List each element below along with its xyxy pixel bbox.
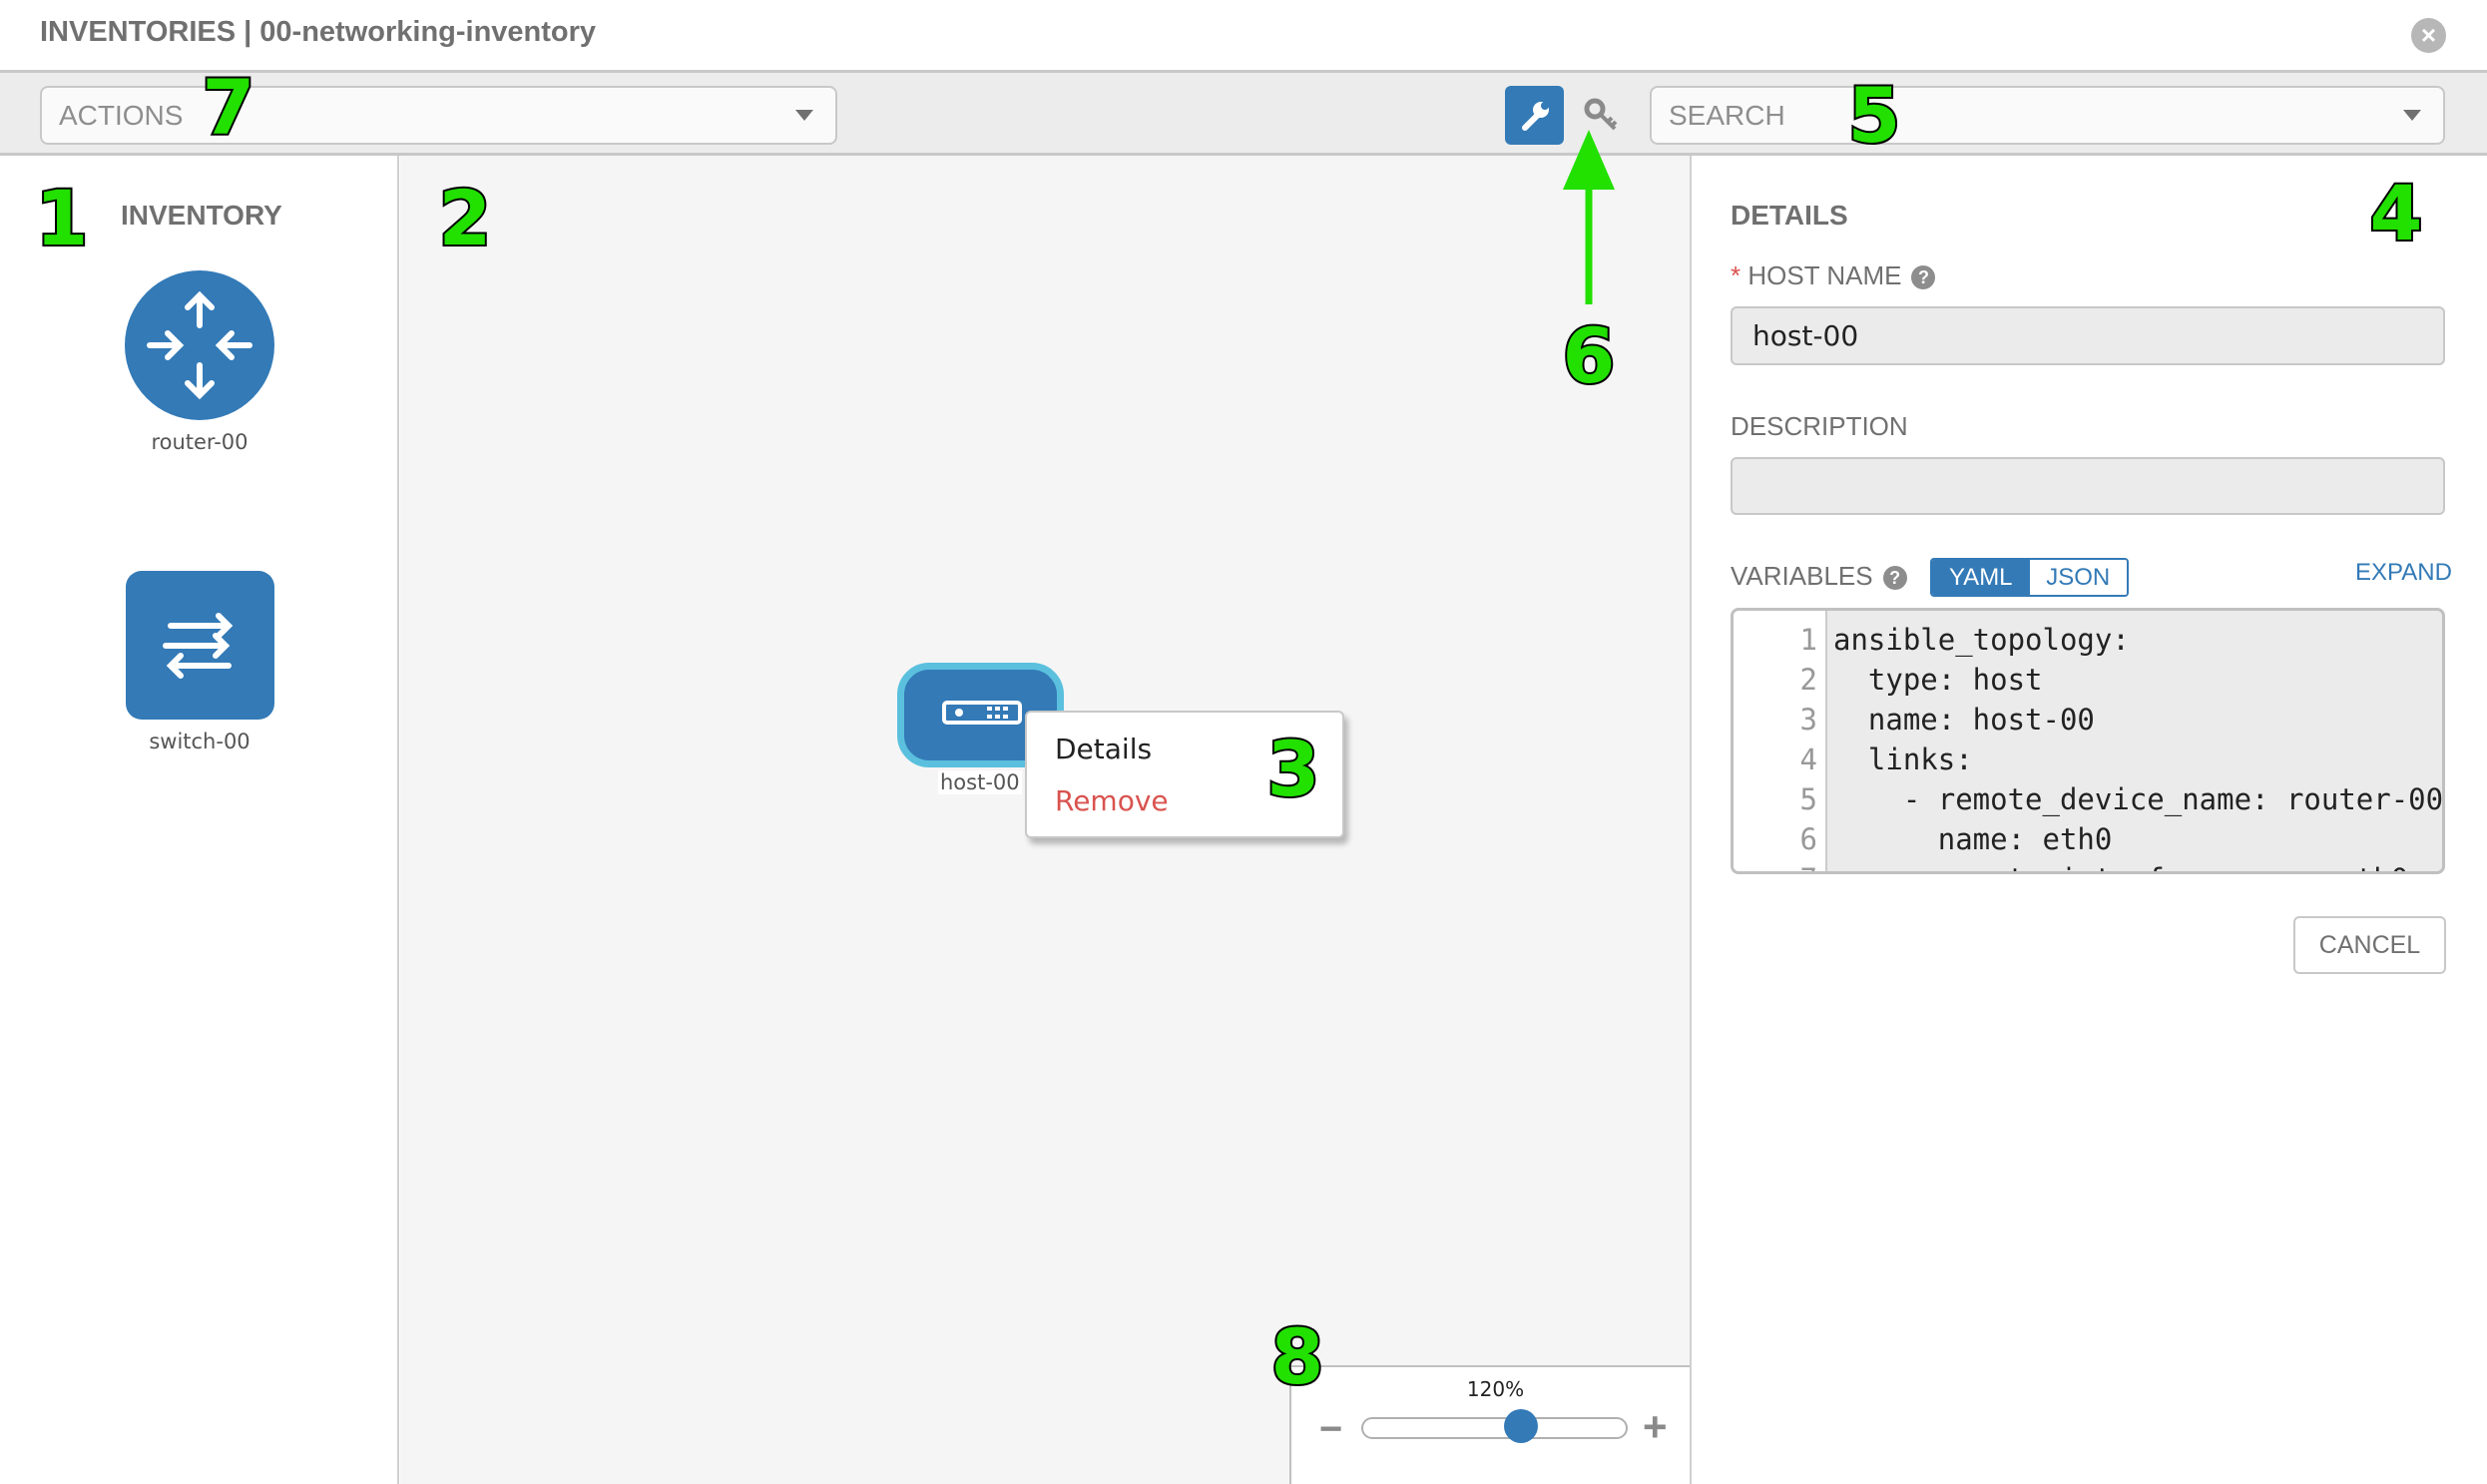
description-label: DESCRIPTION [1731, 411, 1908, 441]
inventory-panel: INVENTORY router-00 switch-00 [0, 156, 399, 1484]
router-item[interactable] [125, 270, 274, 420]
json-toggle[interactable]: JSON [2029, 560, 2127, 595]
yaml-toggle[interactable]: YAML [1932, 560, 2030, 595]
host-name-text: HOST NAME [1747, 260, 1902, 290]
switch-item[interactable] [126, 571, 274, 720]
chevron-down-icon [795, 110, 813, 121]
line-number: 1 [1799, 623, 1817, 657]
line-number: 6 [1799, 822, 1817, 856]
annotation-8: 8 [1269, 1312, 1326, 1401]
code-line: - remote_device_name: router-00 [1833, 782, 2444, 816]
line-number: 2 [1799, 663, 1817, 697]
help-icon[interactable]: ? [1911, 265, 1936, 290]
annotation-7: 7 [201, 63, 257, 152]
annotation-arrow [1563, 130, 1615, 304]
line-number: 5 [1799, 782, 1817, 816]
search-placeholder: SEARCH [1669, 100, 1785, 131]
actions-placeholder: ACTIONS [59, 100, 184, 131]
host-name-input[interactable] [1731, 306, 2445, 365]
annotation-4: 4 [2368, 169, 2425, 257]
zoom-in-icon[interactable]: + [1643, 1403, 1668, 1450]
page-title: INVENTORIES | 00-networking-inventory [40, 16, 597, 48]
variables-editor[interactable]: 1 2 3 4 5 6 7 ansible_topology: type: host nam… [1731, 608, 2445, 874]
wrench-icon [1522, 102, 1549, 131]
host-name-label: * HOST NAME? [1731, 260, 1936, 291]
annotation-6: 6 [1561, 311, 1618, 400]
details-title: DETAILS [1731, 200, 1848, 231]
annotation-1: 1 [34, 174, 91, 262]
switch-label: switch-00 [149, 730, 250, 753]
toolbar: ACTIONS SEARCH [0, 73, 2487, 156]
format-toggle: YAML JSON [1930, 558, 2129, 597]
code-line: links: [1833, 742, 1973, 776]
annotation-3: 3 [1265, 725, 1322, 813]
zoom-slider[interactable] [1361, 1417, 1628, 1439]
key-icon [1584, 98, 1618, 131]
code-line: type: host [1833, 663, 2043, 697]
switch-icon [163, 613, 234, 679]
zoom-widget: 120% − + [1289, 1365, 1690, 1484]
title-bar: INVENTORIES | 00-networking-inventory × [0, 0, 2487, 73]
code-line: name: host-00 [1833, 703, 2095, 737]
close-icon[interactable]: × [2411, 18, 2446, 53]
zoom-level: 120% [1466, 1377, 1525, 1401]
key-button[interactable] [1582, 96, 1622, 136]
code-line: name: eth0 [1833, 822, 2113, 856]
code-line: ansible_topology: [1833, 623, 2130, 657]
host-icon [942, 701, 1022, 725]
line-number: 4 [1799, 742, 1817, 776]
actions-dropdown[interactable]: ACTIONS [40, 86, 837, 145]
variables-label: VARIABLES? [1731, 561, 1907, 592]
line-gutter: 1 2 3 4 5 6 7 [1734, 611, 1827, 871]
annotation-2: 2 [437, 174, 494, 262]
variables-text: VARIABLES [1731, 561, 1873, 591]
help-icon[interactable]: ? [1882, 566, 1907, 591]
code-line: remote_interface_name: eth0 [1833, 862, 2408, 871]
zoom-out-icon[interactable]: − [1319, 1407, 1343, 1451]
required-mark: * [1731, 260, 1741, 290]
annotation-5: 5 [1846, 71, 1903, 160]
router-icon [147, 290, 252, 400]
zoom-slider-thumb[interactable] [1504, 1409, 1539, 1443]
chevron-down-icon [2403, 110, 2421, 121]
description-input[interactable] [1731, 457, 2445, 515]
line-number: 3 [1799, 703, 1817, 737]
router-label: router-00 [151, 430, 249, 454]
search-dropdown[interactable]: SEARCH [1650, 86, 2445, 145]
expand-link[interactable]: EXPAND [2355, 559, 2452, 586]
context-menu: Details Remove [1025, 711, 1344, 838]
wrench-button[interactable] [1505, 86, 1564, 145]
menu-item-details[interactable]: Details [1055, 733, 1153, 765]
cancel-button[interactable]: CANCEL [2293, 916, 2446, 974]
line-number: 7 [1800, 862, 1817, 871]
host-label: host-00 [938, 770, 1022, 794]
menu-item-remove[interactable]: Remove [1055, 784, 1169, 817]
inventory-title: INVENTORY [121, 200, 282, 231]
